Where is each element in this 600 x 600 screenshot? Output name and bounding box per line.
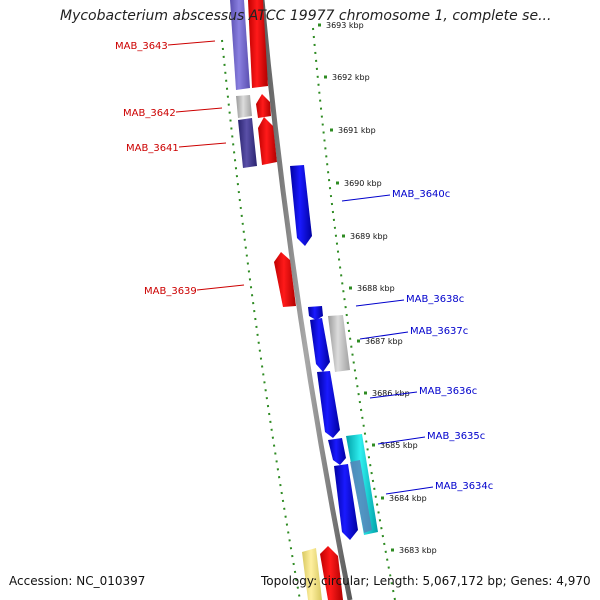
gene-label-reverse[interactable]: MAB_3637c — [410, 326, 468, 337]
tick-label: 3683 kbp — [399, 546, 437, 555]
label-leader-line — [385, 486, 434, 495]
gene-mab-3639[interactable] — [274, 252, 296, 307]
tick-label: 3684 kbp — [389, 494, 427, 503]
gene-bottom-red[interactable] — [320, 546, 343, 600]
tick-label: 3691 kbp — [338, 126, 376, 135]
label-leader-line — [377, 436, 426, 445]
gene-label-reverse[interactable]: MAB_3638c — [406, 294, 464, 305]
gene-mab-3640c[interactable] — [290, 165, 312, 246]
tick-label: 3685 kbp — [380, 441, 418, 450]
label-leader-line — [359, 331, 409, 340]
gene-label-layer: MAB_3643 MAB_3642 MAB_3641 MAB_3639 MAB_3640… — [115, 40, 493, 495]
gene-mab-3641[interactable] — [258, 117, 277, 165]
gene-mab-3643[interactable] — [248, 0, 268, 88]
label-leader-line — [369, 391, 418, 399]
gene-mab-3638c-upper[interactable] — [308, 306, 323, 320]
genome-summary-text: Topology: circular; Length: 5,067,172 bp… — [261, 574, 591, 588]
gene-mab-3635c-inner[interactable] — [350, 460, 372, 533]
tick-label: 3688 kbp — [357, 284, 395, 293]
label-leader-line — [355, 299, 405, 307]
gene-mab-3637c[interactable] — [328, 315, 350, 372]
tick-label: 3692 kbp — [332, 73, 370, 82]
gene-mab-3641-navy[interactable] — [238, 118, 257, 168]
gene-mab-3634c[interactable] — [334, 464, 358, 540]
label-leader-line — [196, 284, 245, 291]
gene-label-reverse[interactable]: MAB_3635c — [427, 431, 485, 442]
gene-mab-3642[interactable] — [256, 94, 271, 118]
gene-label-forward[interactable]: MAB_3641 — [126, 143, 179, 154]
label-leader-line — [341, 194, 391, 202]
label-leader-line — [175, 107, 223, 113]
accession-text: Accession: NC_010397 — [9, 574, 146, 588]
chromosome-backbone — [259, 0, 353, 600]
map-title: Mycobacterium abscessus ATCC 19977 chrom… — [60, 8, 552, 24]
tick-label: 3690 kbp — [344, 179, 382, 188]
tick-label: 3687 kbp — [365, 337, 403, 346]
ruler-line-inner — [312, 27, 396, 600]
label-leader-line — [167, 40, 216, 46]
gene-label-forward[interactable]: MAB_3642 — [123, 108, 176, 119]
tick-layer: 3693 kbp 3692 kbp 3691 kbp 3690 kbp 3689 kbp… — [318, 21, 437, 555]
gene-label-reverse[interactable]: MAB_3640c — [392, 189, 450, 200]
tick-label: 3689 kbp — [350, 232, 388, 241]
label-leader-line — [178, 142, 227, 148]
gene-mab-3642-gray[interactable] — [236, 95, 252, 118]
gene-label-reverse[interactable]: MAB_3634c — [435, 481, 493, 492]
gene-mab-3637c-blue[interactable] — [310, 318, 330, 372]
gene-label-forward[interactable]: MAB_3639 — [144, 286, 197, 297]
tick-label: 3693 kbp — [326, 21, 364, 30]
gene-mab-3635c-blue[interactable] — [328, 438, 346, 465]
gene-label-reverse[interactable]: MAB_3636c — [419, 386, 477, 397]
gene-label-forward[interactable]: MAB_3643 — [115, 41, 168, 52]
tick-label: 3686 kbp — [372, 389, 410, 398]
gene-bottom-yellow[interactable] — [302, 548, 322, 600]
gene-mab-3643-lavender[interactable] — [230, 0, 250, 90]
gene-mab-3636c[interactable] — [317, 371, 340, 438]
